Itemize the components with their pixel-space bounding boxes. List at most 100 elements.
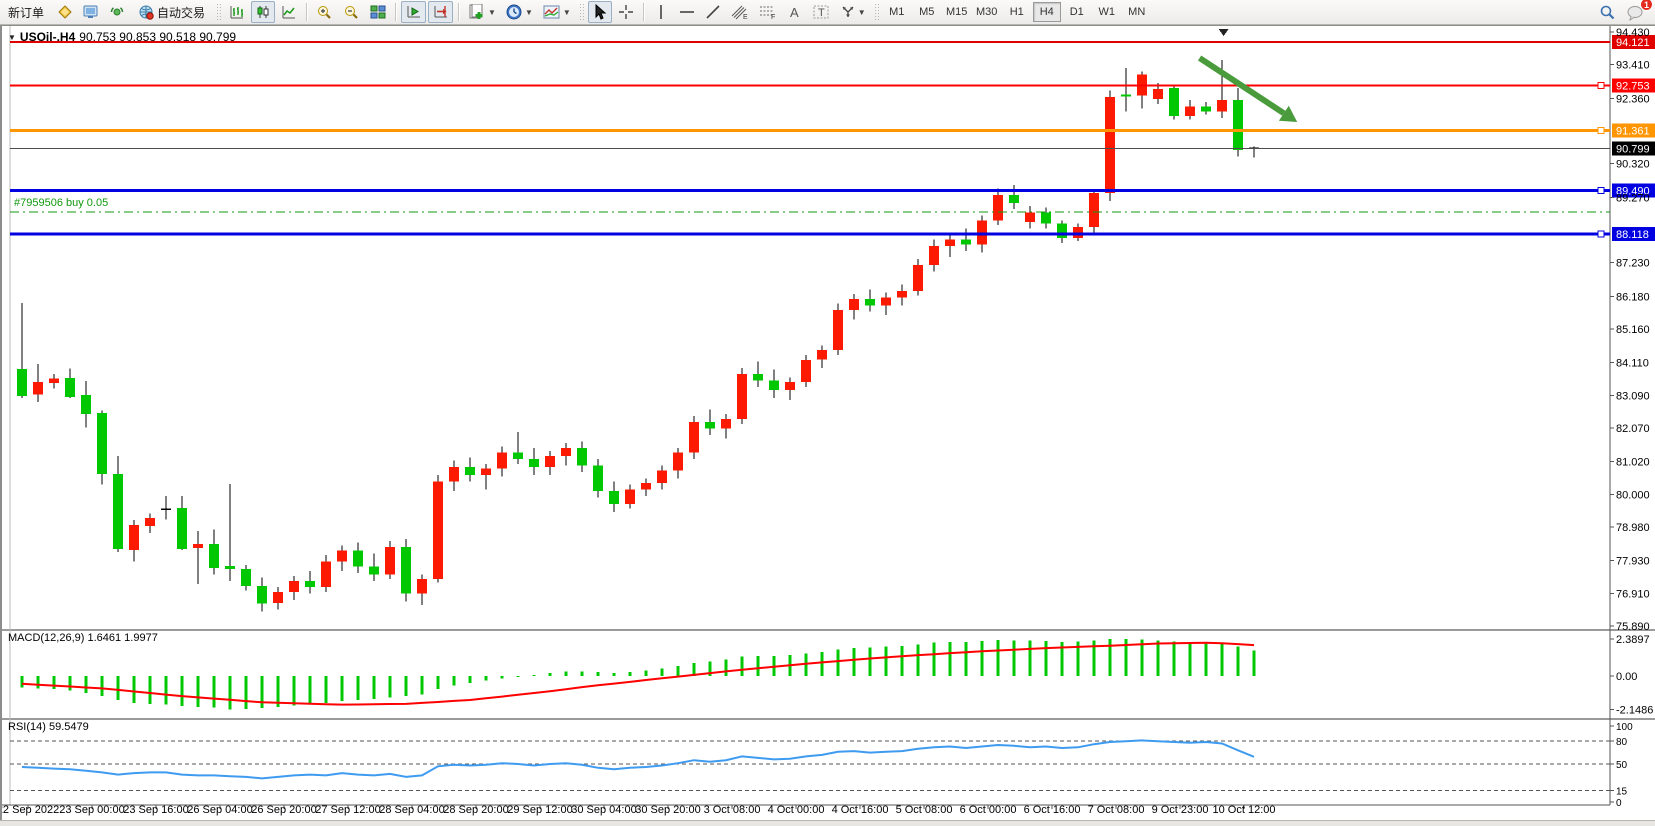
svg-text:94.121: 94.121: [1616, 37, 1650, 49]
open-position-line[interactable]: #7959506 buy 0.05: [10, 197, 1610, 213]
timeframe-group: M1 M5 M15 M30 H1 H4 D1 W1 MN: [882, 0, 1152, 25]
candlestick-mode-button[interactable]: [251, 1, 276, 23]
timeframe-m30[interactable]: M30: [976, 6, 998, 18]
svg-text:81.020: 81.020: [1616, 457, 1650, 469]
svg-text:29 Sep 12:00: 29 Sep 12:00: [507, 804, 572, 816]
indicators-dropdown[interactable]: ▼: [539, 1, 575, 23]
timeframe-w1[interactable]: W1: [1098, 6, 1115, 18]
equidistant-channel-icon: E: [731, 5, 748, 20]
svg-text:87.230: 87.230: [1616, 258, 1650, 270]
chart-canvas[interactable]: 94.121 92.753 91.361 90.799 89.490 88.118 #795…: [0, 26, 1655, 821]
channel-tool[interactable]: E: [727, 1, 753, 23]
rsi-pane-label: RSI(14) 59.5479: [8, 721, 89, 733]
autoscroll-button[interactable]: [401, 1, 427, 23]
charts-icon[interactable]: [53, 1, 77, 23]
svg-text:77.930: 77.930: [1616, 556, 1650, 568]
rsi-axis[interactable]: 100 80 50 150: [1610, 722, 1633, 809]
object-anchor-marker[interactable]: [1218, 29, 1229, 36]
rsi-indicator: [10, 739, 1610, 792]
svg-text:4 Oct 16:00: 4 Oct 16:00: [832, 804, 889, 816]
arrows-dropdown[interactable]: ▼: [836, 1, 870, 23]
trendline-tool[interactable]: [701, 1, 725, 23]
chart-title: ▼ USOil-.H4 90.753 90.853 90.518 90.799: [8, 30, 236, 44]
bar-chart-mode-button[interactable]: [225, 1, 249, 23]
text-tool[interactable]: A: [783, 1, 807, 23]
price-axis[interactable]: 94.430 93.410 92.360 90.320 89.270 87.230 86.1…: [1610, 27, 1650, 633]
window-bottom-edge: [0, 820, 1655, 826]
new-order-button[interactable]: 新订单: [1, 1, 51, 23]
dropdown-arrow-icon: ▼: [488, 7, 496, 17]
arrow-objects-icon: [842, 6, 854, 17]
horizontal-line-tool[interactable]: [675, 1, 699, 23]
search-icon: [1600, 5, 1615, 19]
timeframe-d1[interactable]: D1: [1069, 6, 1084, 18]
vertical-line-icon: [659, 5, 662, 19]
svg-text:26 Sep 04:00: 26 Sep 04:00: [187, 804, 252, 816]
chart-shift-button[interactable]: [428, 1, 454, 23]
chat-bubble-icon: [1627, 5, 1643, 21]
price-line-91.361[interactable]: 91.361: [10, 123, 1655, 138]
text-a-icon: A: [790, 5, 799, 20]
vertical-line-tool[interactable]: [649, 1, 673, 23]
tile-windows-icon: [370, 5, 386, 19]
gold-diamond-icon: [58, 5, 72, 19]
svg-text:91.361: 91.361: [1616, 125, 1650, 137]
trend-arrow-object[interactable]: [1197, 55, 1298, 123]
autotrading-button[interactable]: 自动交易: [131, 1, 212, 23]
signals-icon[interactable]: [105, 1, 129, 23]
crosshair-icon: [618, 5, 633, 19]
timeframe-h4[interactable]: H4: [1032, 2, 1061, 22]
macd-indicator: [20, 639, 1256, 710]
tile-windows-button[interactable]: [366, 1, 390, 23]
crosshair-tool-button[interactable]: [614, 1, 638, 23]
zoom-in-icon: [318, 5, 331, 19]
svg-text:23 Sep 00:00: 23 Sep 00:00: [59, 804, 124, 816]
macd-axis[interactable]: 2.3897 0.00 -2.1486: [1610, 634, 1653, 716]
svg-text:82.070: 82.070: [1616, 423, 1650, 435]
market-watch-icon[interactable]: [79, 1, 103, 23]
cursor-tool-button[interactable]: [587, 1, 612, 23]
price-line-89.490[interactable]: 89.490: [10, 183, 1655, 198]
svg-text:10 Oct 12:00: 10 Oct 12:00: [1213, 804, 1276, 816]
toolbar-grip: [873, 3, 879, 21]
zoom-out-button[interactable]: [339, 1, 364, 23]
svg-text:F: F: [771, 14, 775, 20]
notifications-button[interactable]: 1: [1622, 0, 1653, 23]
text-label-tool[interactable]: T: [809, 1, 834, 23]
svg-text:27 Sep 12:00: 27 Sep 12:00: [315, 804, 380, 816]
candlestick-series: [17, 60, 1259, 612]
autotrading-globe-icon: [139, 5, 154, 20]
toolbar-grip: [578, 3, 584, 21]
search-button[interactable]: [1595, 1, 1620, 23]
timeframe-m1[interactable]: M1: [889, 6, 905, 18]
svg-text:30 Sep 04:00: 30 Sep 04:00: [571, 804, 636, 816]
zoom-in-button[interactable]: [312, 1, 337, 23]
new-chart-dropdown[interactable]: ▼: [464, 1, 500, 23]
line-chart-mode-button[interactable]: [277, 1, 301, 23]
fibonacci-tool[interactable]: F: [755, 1, 781, 23]
svg-text:22 Sep 2022: 22 Sep 2022: [2, 804, 59, 816]
autoscroll-icon: [407, 6, 421, 18]
svg-text:93.410: 93.410: [1616, 60, 1650, 72]
open-position-label: #7959506 buy 0.05: [14, 197, 108, 209]
svg-text:90.320: 90.320: [1616, 159, 1650, 171]
timeframe-m5[interactable]: M5: [919, 6, 935, 18]
svg-text:4 Oct 00:00: 4 Oct 00:00: [768, 804, 825, 816]
svg-text:23 Sep 16:00: 23 Sep 16:00: [123, 804, 188, 816]
svg-text:A: A: [790, 5, 799, 20]
price-line-92.753[interactable]: 92.753: [10, 78, 1655, 93]
autotrading-label: 自动交易: [157, 5, 206, 20]
timeframe-h1[interactable]: H1: [1009, 6, 1024, 18]
periods-dropdown[interactable]: ▼: [502, 1, 537, 23]
timeframe-m15[interactable]: M15: [946, 6, 968, 18]
price-line-94.121[interactable]: 94.121: [10, 34, 1655, 49]
toolbar-grip: [216, 3, 222, 21]
ohlc-readout: 90.753 90.853 90.518 90.799: [79, 30, 237, 44]
price-line-88.118[interactable]: 88.118: [10, 227, 1655, 242]
svg-text:6 Oct 00:00: 6 Oct 00:00: [960, 804, 1017, 816]
chart-window[interactable]: 94.121 92.753 91.361 90.799 89.490 88.118 #795…: [0, 25, 1655, 821]
price-line-90.799[interactable]: 90.799: [10, 141, 1655, 156]
pane-separators[interactable]: [2, 629, 1655, 721]
timeframe-mn[interactable]: MN: [1128, 6, 1146, 18]
